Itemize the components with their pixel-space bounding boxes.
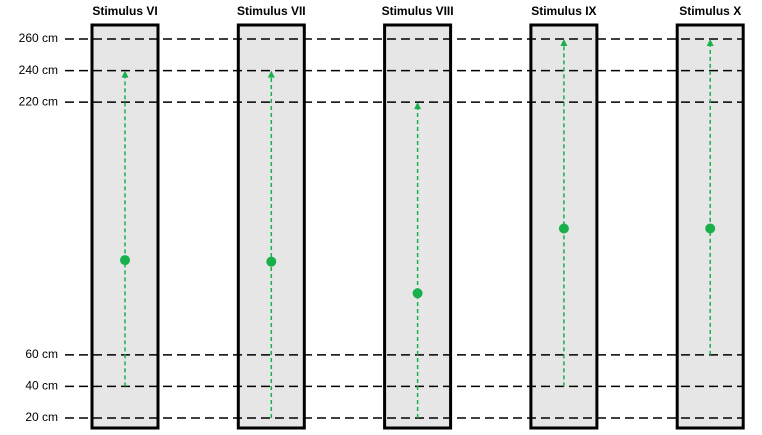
y-tick-label: 40 cm — [25, 379, 58, 393]
stimulus-title: Stimulus X — [679, 4, 741, 18]
value-dot — [412, 288, 423, 299]
arrow-head — [706, 39, 714, 46]
stimulus-title: Stimulus IX — [531, 4, 596, 18]
y-tick-label: 20 cm — [25, 410, 58, 424]
stimulus-box — [90, 23, 160, 430]
arrow-head — [121, 70, 129, 78]
value-dot — [120, 255, 130, 266]
y-tick-label: 220 cm — [19, 94, 58, 108]
value-dot — [558, 223, 569, 234]
stimulus-title: Stimulus VIII — [382, 4, 454, 18]
arrow-head — [267, 70, 275, 78]
stimulus-title: Stimulus VII — [237, 4, 306, 18]
arrow-head — [414, 102, 422, 110]
arrow-head — [560, 39, 568, 46]
value-dot — [705, 223, 716, 234]
y-tick-label: 240 cm — [19, 63, 58, 77]
y-tick-label: 60 cm — [25, 347, 58, 361]
y-tick-label: 260 cm — [19, 31, 58, 45]
stimulus-title: Stimulus VI — [92, 4, 157, 18]
value-dot — [266, 256, 277, 267]
